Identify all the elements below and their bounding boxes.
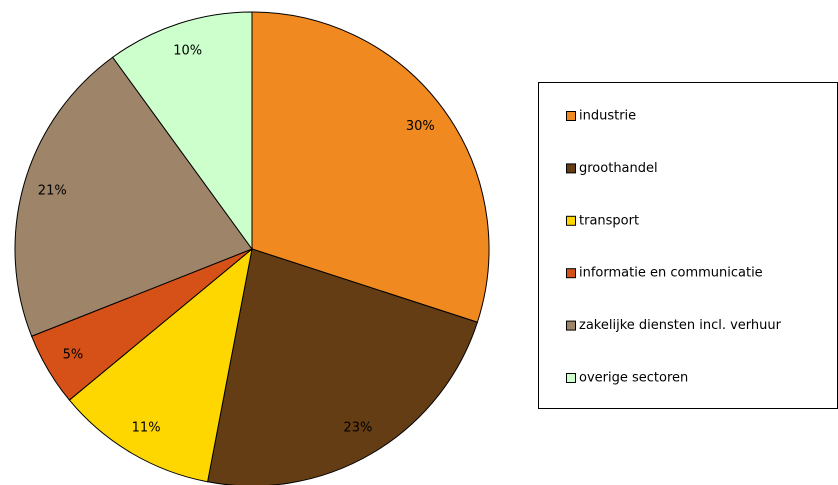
slice-label: 23% — [343, 421, 372, 436]
pie-slice — [251, 11, 490, 323]
legend-swatch — [566, 320, 576, 331]
legend-box — [538, 82, 838, 409]
legend-swatch — [566, 163, 576, 174]
legend-swatch — [566, 373, 576, 383]
legend-label: groothandel — [579, 161, 658, 176]
slice-label: 11% — [132, 421, 161, 436]
slice-label: 30% — [406, 119, 435, 134]
pie-slice — [14, 56, 253, 337]
slice-label: 10% — [173, 44, 202, 59]
pie-slice — [111, 11, 253, 251]
legend-swatch — [566, 215, 576, 226]
legend-label: industrie — [579, 109, 636, 124]
pie-slice — [207, 248, 479, 485]
slice-label: 5% — [63, 347, 84, 362]
legend-label: zakelijke diensten incl. verhuur — [579, 318, 782, 333]
slice-label: 21% — [38, 183, 67, 198]
legend-swatch — [566, 111, 576, 121]
legend-label: transport — [579, 213, 639, 228]
legend-label: informatie en communicatie — [579, 266, 763, 281]
legend-label: overige sectoren — [579, 371, 688, 386]
pie-slice — [68, 247, 253, 483]
legend-swatch — [566, 268, 576, 279]
